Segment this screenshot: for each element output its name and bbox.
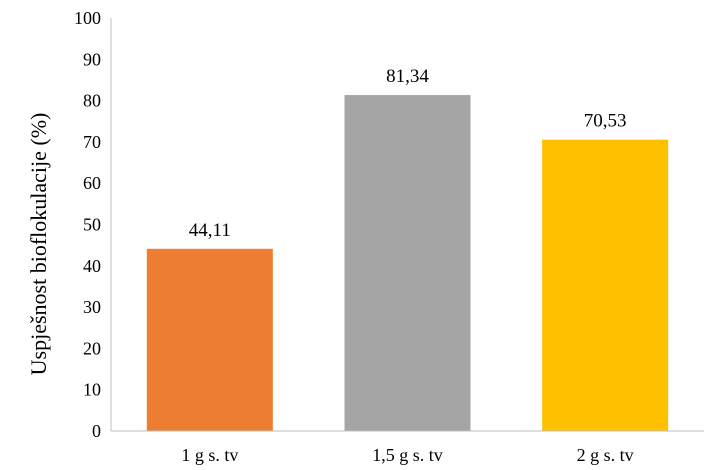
y-axis-label: Uspješnost bioflokulacije (%) [26, 113, 51, 376]
y-tick-label: 30 [83, 297, 101, 317]
y-tick-label: 20 [83, 338, 101, 358]
bar [542, 139, 669, 431]
y-tick-label: 90 [83, 49, 101, 69]
bars: 44,11 81,34 70,53 [146, 66, 669, 432]
y-tick-label: 60 [83, 173, 101, 193]
y-tick-label: 100 [74, 8, 101, 28]
y-tick-label: 50 [83, 215, 101, 235]
bar [344, 95, 471, 432]
y-tick-label: 10 [83, 380, 101, 400]
bar [146, 248, 273, 431]
y-axis: 0 10 20 30 40 50 60 70 80 90 100 [74, 8, 112, 441]
y-tick-label: 40 [83, 256, 101, 276]
x-tick-label: 2 g s. tv [577, 445, 634, 465]
data-label: 44,11 [189, 220, 231, 241]
x-axis: 1 g s. tv 1,5 g s. tv 2 g s. tv [111, 430, 704, 465]
data-label: 70,53 [584, 111, 627, 132]
data-label: 81,34 [386, 66, 429, 87]
y-tick-label: 70 [83, 132, 101, 152]
x-tick-label: 1 g s. tv [181, 445, 238, 465]
y-tick-label: 80 [83, 91, 101, 111]
y-tick-label: 0 [92, 421, 101, 441]
x-tick-label: 1,5 g s. tv [372, 445, 443, 465]
